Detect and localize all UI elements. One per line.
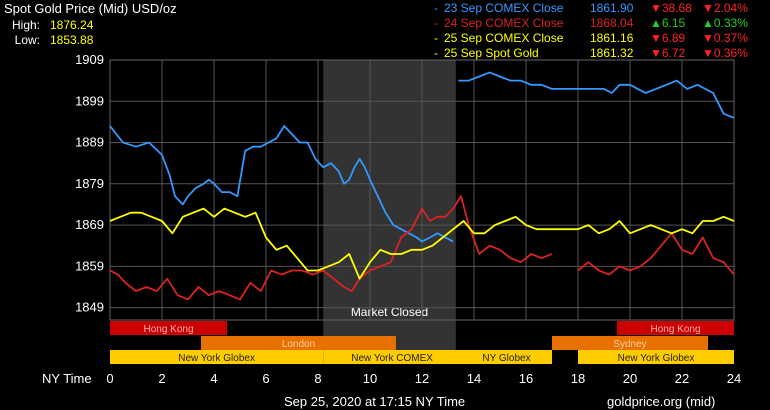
session-bar bbox=[617, 321, 734, 335]
legend-change: ▼38.68 bbox=[650, 1, 692, 15]
x-tick-label: 12 bbox=[415, 371, 429, 386]
session-bar bbox=[578, 350, 734, 364]
legend-price: 1861.32 bbox=[590, 46, 634, 60]
legend-change: ▲6.15 bbox=[650, 16, 686, 30]
high-value: 1876.24 bbox=[50, 18, 94, 32]
market-closed-label: Market Closed bbox=[351, 305, 428, 319]
x-axis-label: NY Time bbox=[42, 371, 92, 386]
legend-pct: ▼2.04% bbox=[702, 1, 748, 15]
legend-price: 1861.16 bbox=[590, 31, 634, 45]
high-label: High: bbox=[11, 18, 40, 32]
plot-border bbox=[109, 59, 735, 321]
y-tick-label: 1879 bbox=[75, 176, 104, 191]
legend-label: 23 Sep COMEX Close bbox=[444, 1, 564, 15]
legend-price: 1861.90 bbox=[590, 1, 634, 15]
legend-marker: - bbox=[434, 16, 438, 30]
session-bar bbox=[110, 321, 227, 335]
y-tick-label: 1899 bbox=[75, 93, 104, 108]
session-label: New York Globex bbox=[178, 353, 255, 364]
session-label: Hong Kong bbox=[650, 324, 700, 335]
y-tick-label: 1849 bbox=[75, 300, 104, 315]
session-bar bbox=[323, 350, 461, 364]
session-label: Sydney bbox=[613, 339, 646, 350]
session-label: London bbox=[282, 339, 315, 350]
x-tick-label: 14 bbox=[467, 371, 481, 386]
x-tick-label: 10 bbox=[363, 371, 377, 386]
x-tick-label: 16 bbox=[519, 371, 533, 386]
legend-price: 1868.04 bbox=[590, 16, 634, 30]
x-tick-label: 6 bbox=[262, 371, 269, 386]
series-line bbox=[109, 125, 454, 243]
series-line bbox=[458, 71, 735, 119]
legend-marker: - bbox=[434, 31, 438, 45]
y-tick-label: 1889 bbox=[75, 135, 104, 150]
legend-marker: - bbox=[434, 1, 438, 15]
session-bar bbox=[552, 336, 708, 350]
x-tick-label: 4 bbox=[210, 371, 217, 386]
plot-area: Market Closed bbox=[323, 60, 456, 350]
trading-sessions: Hong Kong Hong Kong London Sydney New York G… bbox=[110, 321, 734, 364]
legend-pct: ▼0.36% bbox=[702, 46, 748, 60]
session-bar bbox=[461, 350, 552, 364]
legend-pct: ▲0.33% bbox=[702, 16, 748, 30]
market-closed-region bbox=[323, 60, 456, 350]
footer-timestamp: Sep 25, 2020 at 17:15 NY Time bbox=[284, 394, 466, 409]
legend-pct: ▼0.37% bbox=[702, 31, 748, 45]
legend-marker: - bbox=[434, 46, 438, 60]
legend-change: ▼6.72 bbox=[650, 46, 686, 60]
series-line bbox=[109, 195, 553, 301]
y-tick-label: 1859 bbox=[75, 258, 104, 273]
session-label: New York COMEX bbox=[351, 353, 433, 364]
y-tick-label: 1909 bbox=[75, 52, 104, 67]
legend: - 23 Sep COMEX Close 1861.90 ▼38.68 ▼2.0… bbox=[0, 0, 770, 60]
series-line bbox=[577, 232, 735, 276]
low-value: 1853.88 bbox=[50, 33, 94, 47]
x-tick-label: 18 bbox=[571, 371, 585, 386]
footer-source: goldprice.org (mid) bbox=[607, 394, 716, 409]
legend-label: 25 Sep Spot Gold bbox=[444, 46, 539, 60]
low-label: Low: bbox=[14, 33, 40, 47]
grid bbox=[109, 59, 735, 321]
series-line bbox=[109, 207, 735, 280]
x-tick-label: 8 bbox=[314, 371, 321, 386]
legend-label: 24 Sep COMEX Close bbox=[444, 16, 564, 30]
y-tick-label: 1869 bbox=[75, 217, 104, 232]
x-tick-label: 2 bbox=[158, 371, 165, 386]
session-label: NY Globex bbox=[482, 353, 530, 364]
x-tick-label: 24 bbox=[727, 371, 741, 386]
price-series bbox=[109, 71, 735, 301]
session-bar bbox=[110, 350, 324, 364]
legend-change: ▼6.89 bbox=[650, 31, 686, 45]
chart-title: Spot Gold Price (Mid) USD/oz bbox=[4, 1, 177, 16]
x-tick-label: 0 bbox=[106, 371, 113, 386]
session-label: New York Globex bbox=[618, 353, 695, 364]
session-bar bbox=[201, 336, 396, 350]
legend-label: 25 Sep COMEX Close bbox=[444, 31, 564, 45]
x-tick-label: 20 bbox=[623, 371, 637, 386]
x-tick-label: 22 bbox=[675, 371, 689, 386]
session-label: Hong Kong bbox=[143, 324, 193, 335]
